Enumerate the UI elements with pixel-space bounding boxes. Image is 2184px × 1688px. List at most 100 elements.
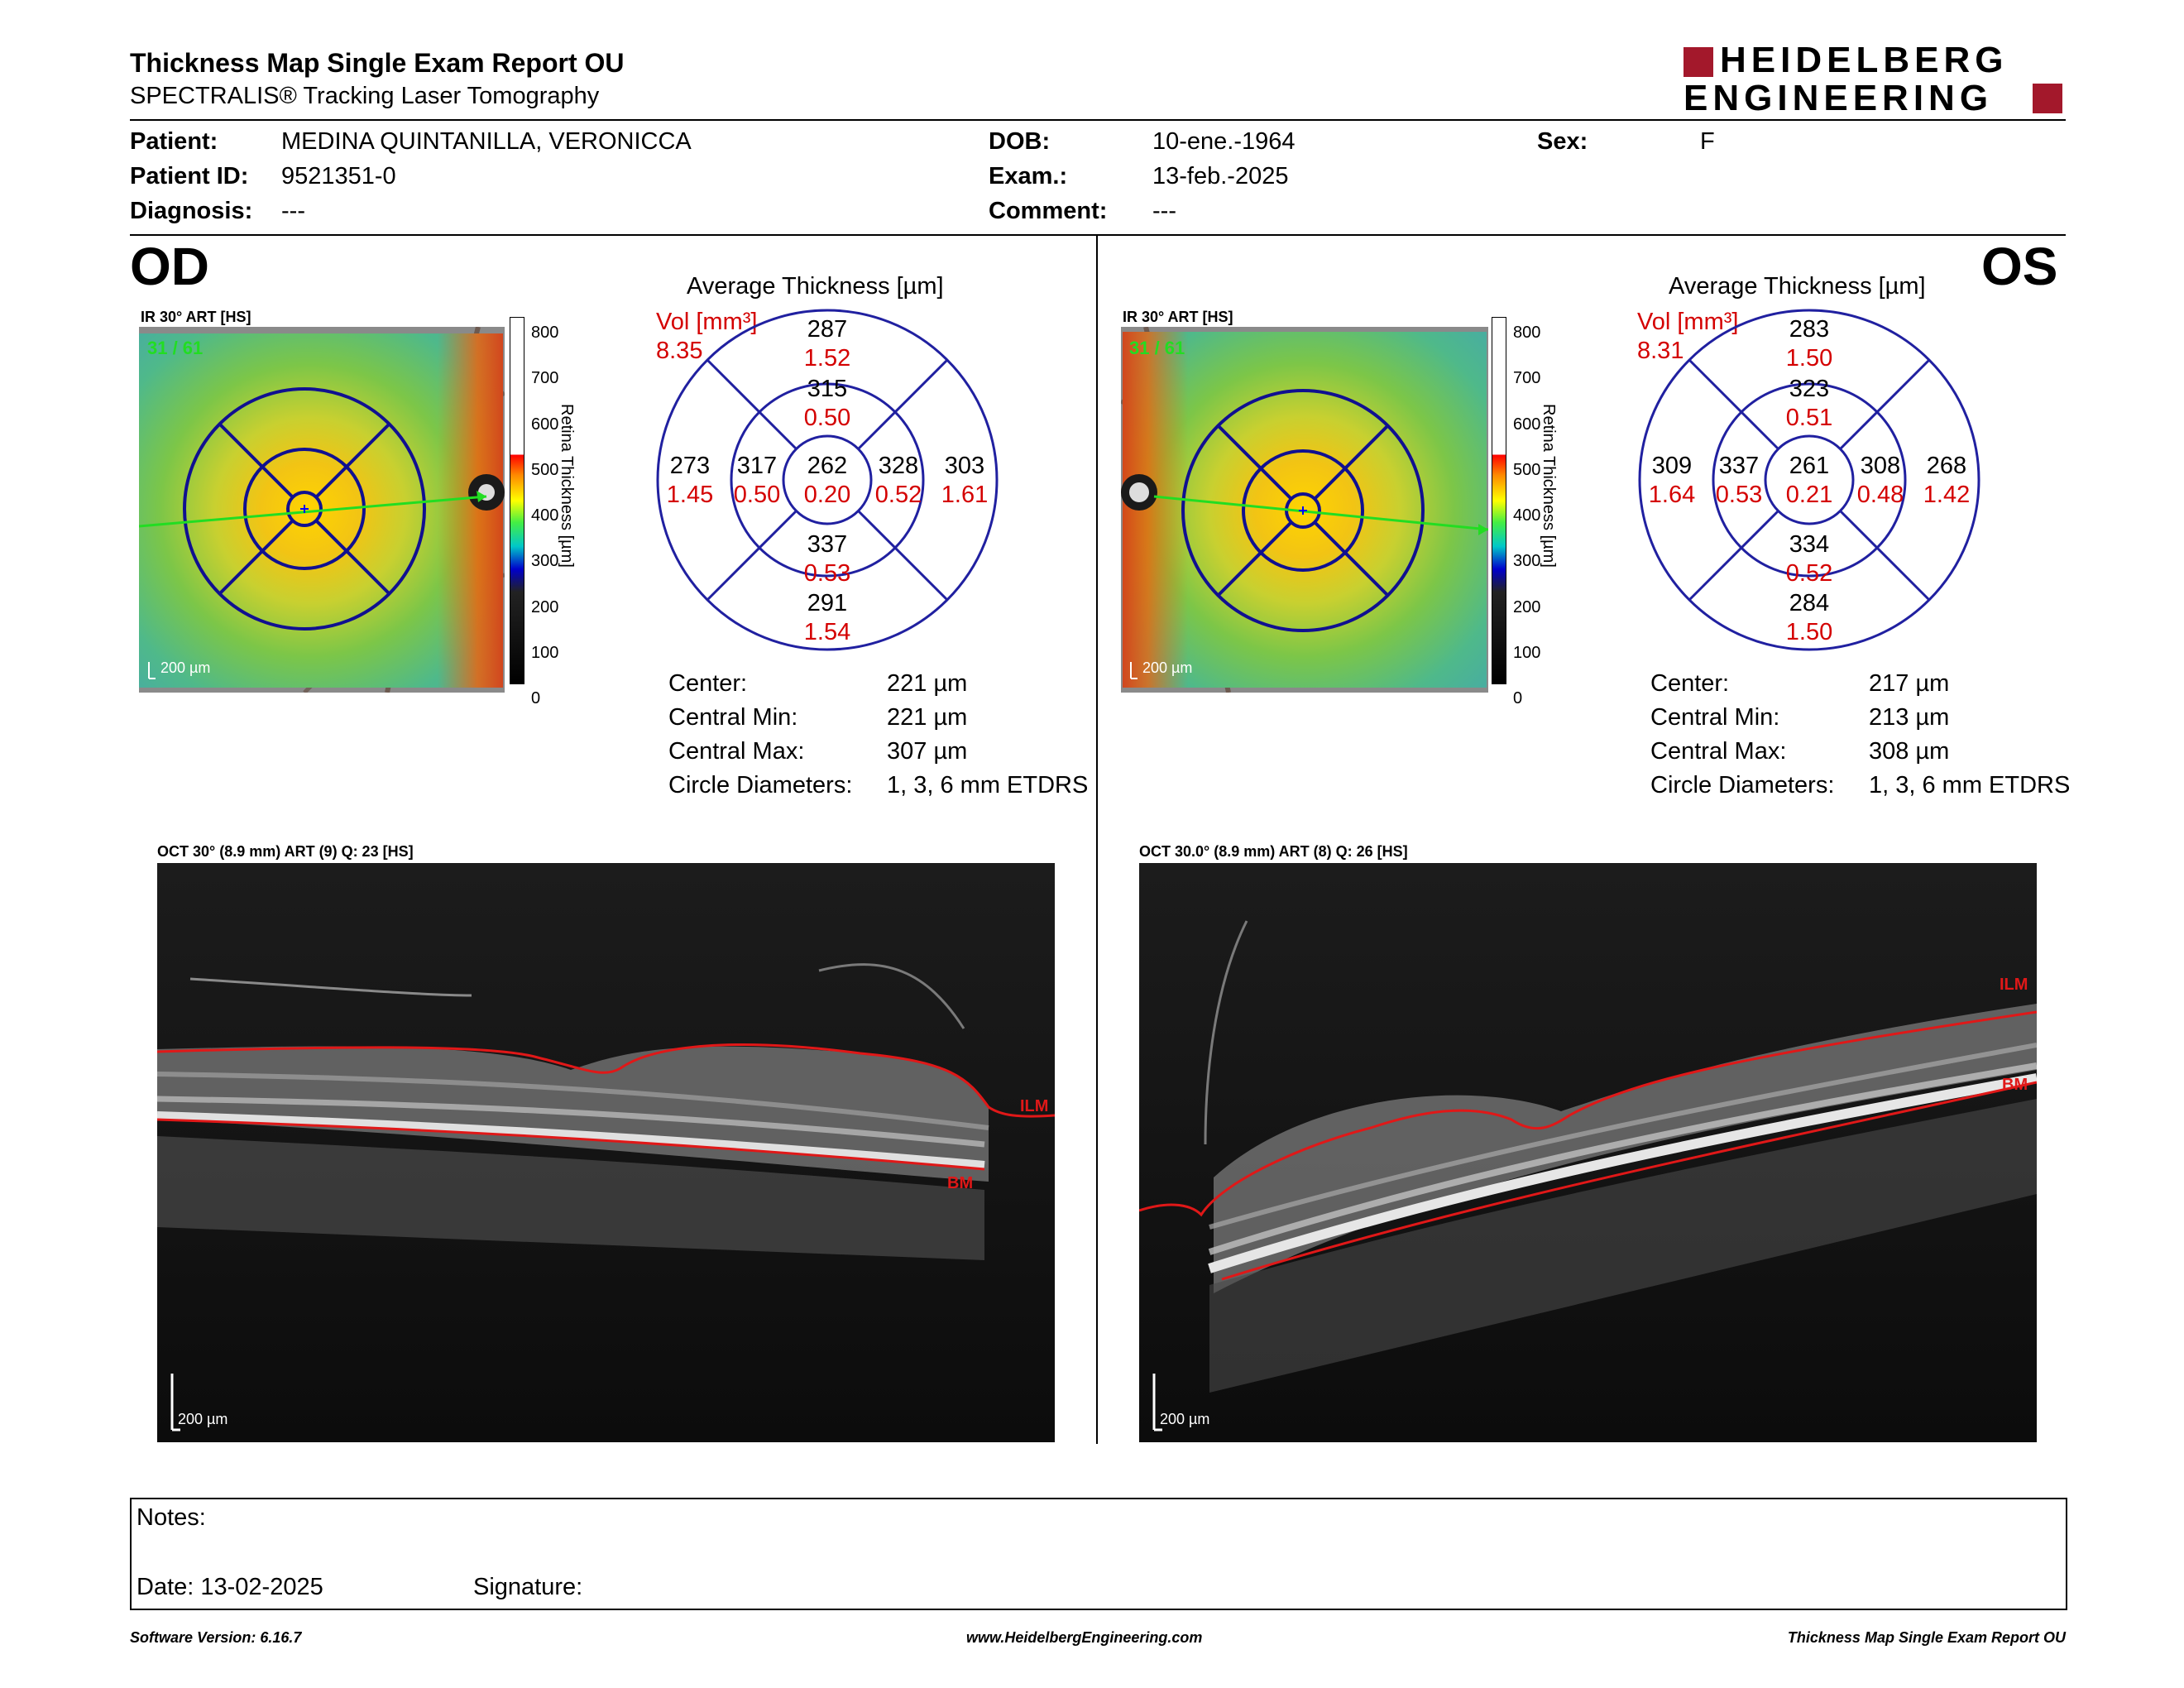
os-outer-inf-volume: 1.50 <box>1786 619 1832 645</box>
os-inner-right-volume: 0.48 <box>1857 482 1904 508</box>
os-frame-counter: 31 / 61 <box>1129 338 1185 358</box>
od-inner-sup-thickness: 315 <box>807 376 847 402</box>
od-oct-label: OCT 30° (8.9 mm) ART (9) Q: 23 [HS] <box>157 843 414 860</box>
od-outer-left-thickness: 273 <box>670 453 710 479</box>
od-min-label: Central Min: <box>668 704 798 731</box>
od-bm-label: BM <box>947 1174 973 1192</box>
os-outer-sup-thickness: 283 <box>1789 316 1829 343</box>
od-oct-scale: 200 µm <box>178 1411 228 1427</box>
os-center-volume: 0.21 <box>1786 482 1832 508</box>
os-oct-bscan: ILM BM 200 µm <box>1139 863 2037 1442</box>
od-colorbar-title: Retina Thickness [µm] <box>558 404 576 568</box>
od-outer-inf-thickness: 291 <box>807 590 847 616</box>
dob-label: DOB: <box>989 128 1051 155</box>
sex-label: Sex: <box>1537 128 1588 155</box>
header-divider <box>130 119 2066 121</box>
od-colorbar-tick: 100 <box>531 644 559 663</box>
os-inner-sup-volume: 0.51 <box>1786 405 1832 431</box>
od-inner-left-thickness: 317 <box>737 453 777 479</box>
os-colorbar-gradient <box>1492 317 1506 684</box>
footer-website[interactable]: www.HeidelbergEngineering.com <box>966 1629 1203 1646</box>
od-vol-total: 8.35 <box>656 338 703 364</box>
os-ilm-label: ILM <box>2000 976 2028 994</box>
os-inner-inf-volume: 0.52 <box>1786 560 1832 587</box>
od-center-volume: 0.20 <box>804 482 850 508</box>
os-colorbar-tick: 700 <box>1513 369 1541 388</box>
os-inner-left-thickness: 337 <box>1719 453 1759 479</box>
os-outer-right-thickness: 268 <box>1927 453 1966 479</box>
comment: --- <box>1152 198 1176 224</box>
od-colorbar: 800 700 600 500 400 300 200 100 0 Retina… <box>506 317 622 707</box>
exam-label: Exam.: <box>989 163 1068 189</box>
os-center-label: Center: <box>1650 670 1730 697</box>
notes-box[interactable]: Notes: Date: 13-02-2025 Signature: <box>130 1498 2067 1610</box>
od-center-thickness: 262 <box>807 453 847 479</box>
os-avg-title: Average Thickness [µm] <box>1669 273 1926 300</box>
os-colorbar-title: Retina Thickness [µm] <box>1540 404 1558 568</box>
od-outer-sup-thickness: 287 <box>807 316 847 343</box>
patient-id-label: Patient ID: <box>130 163 249 189</box>
os-diam-value: 1, 3, 6 mm ETDRS <box>1869 772 2071 798</box>
od-diam-label: Circle Diameters: <box>668 772 853 798</box>
od-inner-inf-thickness: 337 <box>807 531 847 558</box>
od-colorbar-tick: 200 <box>531 597 559 616</box>
os-outer-inf-thickness: 284 <box>1789 590 1829 616</box>
os-ilm-line <box>1139 1010 2037 1217</box>
od-min-value: 221 µm <box>887 704 968 731</box>
os-min-value: 213 µm <box>1869 704 1950 731</box>
od-colorbar-tick: 600 <box>531 415 559 434</box>
od-max-label: Central Max: <box>668 738 805 765</box>
od-max-value: 307 µm <box>887 738 968 765</box>
os-inner-left-volume: 0.53 <box>1716 482 1762 508</box>
os-bm-label: BM <box>2002 1076 2028 1094</box>
report-subtitle: SPECTRALIS® Tracking Laser Tomography <box>130 83 600 109</box>
od-inner-sup-volume: 0.50 <box>804 405 850 431</box>
od-map-scale: 200 µm <box>160 659 210 676</box>
od-colorbar-gradient <box>510 317 524 684</box>
od-ilm-line <box>157 1043 1055 1118</box>
od-vol-label: Vol [mm³] <box>656 309 758 335</box>
os-colorbar-tick: 400 <box>1513 506 1541 525</box>
os-vol-label: Vol [mm³] <box>1637 309 1739 335</box>
sex: F <box>1700 128 1715 155</box>
od-center-label: Center: <box>668 670 748 697</box>
od-inner-left-volume: 0.50 <box>734 482 780 508</box>
patient-name: MEDINA QUINTANILLA, VERONICCA <box>281 128 692 155</box>
os-map-scale: 200 µm <box>1142 659 1192 676</box>
diagnosis: --- <box>281 198 305 224</box>
od-center-value: 221 µm <box>887 670 968 697</box>
comment-label: Comment: <box>989 198 1108 224</box>
od-colorbar-tick: 500 <box>531 460 559 479</box>
od-diam-value: 1, 3, 6 mm ETDRS <box>887 772 1089 798</box>
exam-date: 13-feb.-2025 <box>1152 163 1289 189</box>
os-center-thickness: 261 <box>1789 453 1829 479</box>
os-max-value: 308 µm <box>1869 738 1950 765</box>
logo-square-top <box>1684 47 1713 77</box>
os-colorbar-tick: 0 <box>1513 689 1523 708</box>
os-thickness-map: 31 / 61 200 µm <box>1121 327 1488 693</box>
od-oct-bscan: ILM BM 200 µm <box>157 863 1055 1442</box>
od-inner-right-thickness: 328 <box>879 453 918 479</box>
os-outer-left-volume: 1.64 <box>1649 482 1695 508</box>
od-outer-right-thickness: 303 <box>945 453 984 479</box>
os-max-label: Central Max: <box>1650 738 1787 765</box>
footer-report-name: Thickness Map Single Exam Report OU <box>1787 1629 2066 1646</box>
os-colorbar-tick: 300 <box>1513 552 1541 571</box>
os-diam-label: Circle Diameters: <box>1650 772 1835 798</box>
os-vol-total: 8.31 <box>1637 338 1684 364</box>
notes-label: Notes: <box>136 1504 206 1531</box>
logo-text-top: HEIDELBERG <box>1720 40 2009 80</box>
os-etdrs-outer-ring <box>1181 389 1425 632</box>
signature-label: Signature: <box>473 1574 583 1600</box>
notes-date: Date: 13-02-2025 <box>136 1574 323 1600</box>
od-outer-inf-volume: 1.54 <box>804 619 850 645</box>
os-min-label: Central Min: <box>1650 704 1780 731</box>
patient-label: Patient: <box>130 128 218 155</box>
os-colorbar-tick: 200 <box>1513 597 1541 616</box>
os-oct-label: OCT 30.0° (8.9 mm) ART (8) Q: 26 [HS] <box>1139 843 1408 860</box>
od-bm-line <box>157 1118 985 1171</box>
patient-id: 9521351-0 <box>281 163 396 189</box>
od-etdrs-outer-ring <box>183 387 426 631</box>
os-colorbar: 800 700 600 500 400 300 200 100 0 Retina… <box>1488 317 1604 707</box>
os-center-value: 217 µm <box>1869 670 1950 697</box>
